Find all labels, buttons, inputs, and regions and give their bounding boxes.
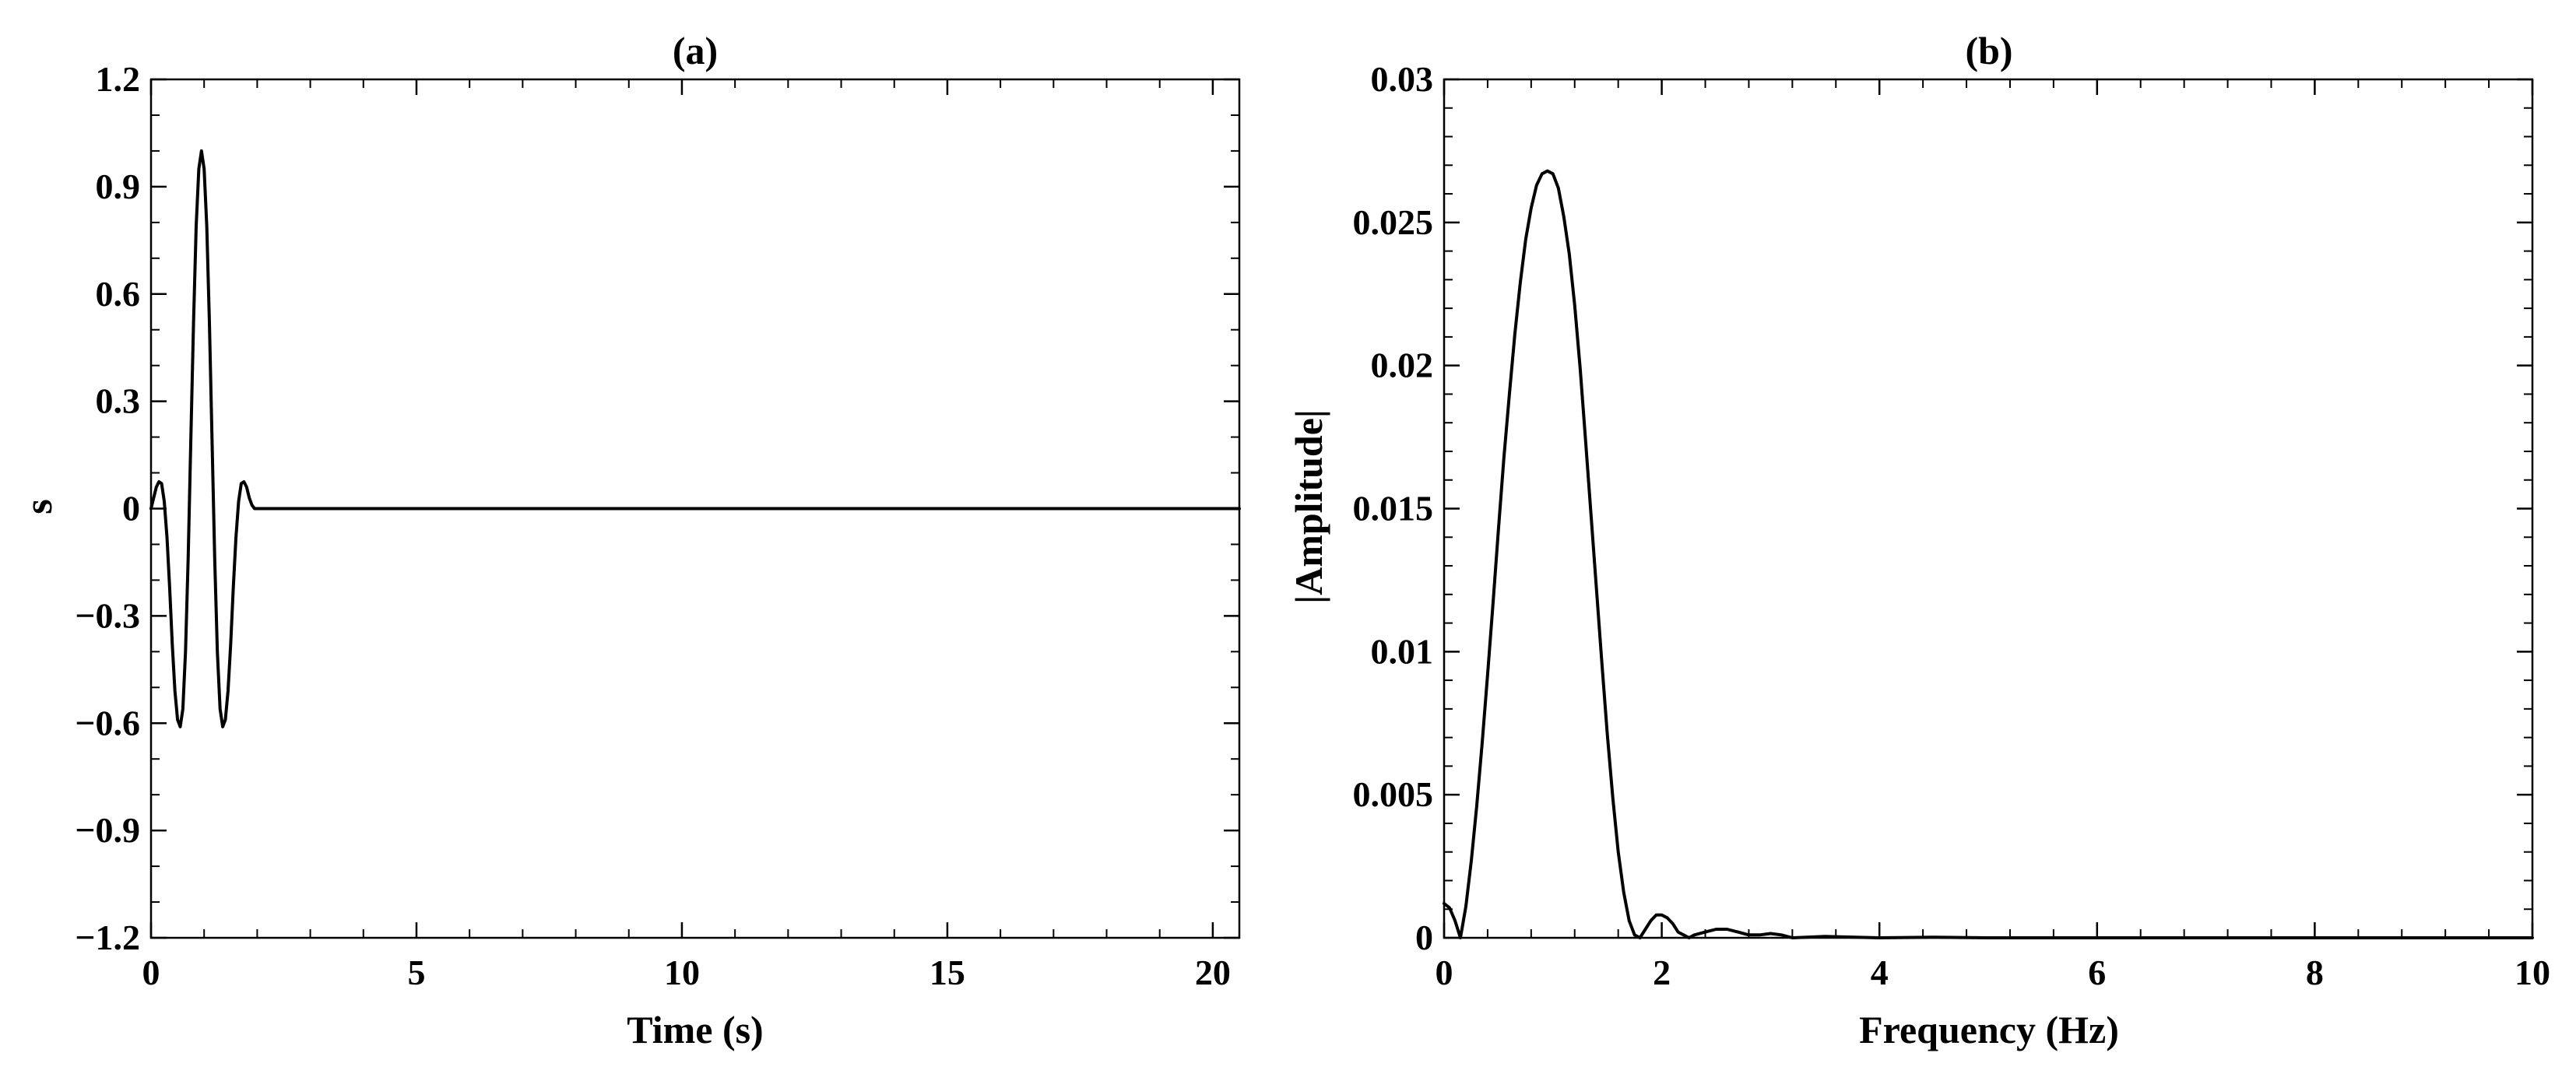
panel-a-ylabel: s (16, 499, 60, 514)
panel-b-xtick-label: 0 (1436, 953, 1453, 992)
panel-b-title: (b) (1965, 29, 2012, 72)
panel-a-ytick-label: 0.6 (96, 274, 141, 314)
panel-a-xtick-label: 5 (407, 953, 425, 992)
panel-b-xtick-label: 2 (1653, 953, 1671, 992)
panel-a-xtick-label: 0 (142, 953, 160, 992)
panel-a-ytick-label: −0.3 (75, 595, 140, 635)
panel-b-xtick-label: 8 (2306, 953, 2324, 992)
panel-b-ytick-label: 0 (1415, 918, 1433, 957)
panel-b-xlabel: Frequency (Hz) (1859, 1008, 2119, 1051)
panel-a-xtick-label: 10 (664, 953, 700, 992)
panel-b: (b) Frequency (Hz) |Amplitude| 0 2 4 6 8 10 0 0… (1287, 29, 2550, 1051)
panel-b-ytick-label: 0.03 (1371, 59, 1434, 99)
panel-b-series-line (1443, 169, 2534, 939)
panel-b-ytick-label: 0.015 (1353, 489, 1434, 528)
panel-b-ytick-label: 0.025 (1353, 202, 1434, 242)
panel-a-ytick-label: 0 (122, 489, 140, 528)
panel-a-series-line (149, 149, 1241, 728)
panel-b-xtick-label: 6 (2088, 953, 2106, 992)
panel-a-ytick-label: 0.3 (96, 381, 141, 421)
panel-b-ytick-label: 0.01 (1371, 631, 1434, 671)
panel-a-xtick-label: 15 (930, 953, 965, 992)
panel-b-xtick-label: 4 (1871, 953, 1889, 992)
panel-a-ytick-label: −0.9 (75, 810, 140, 850)
panel-a: (a) Time (s) s 0 5 10 15 20 −1.2 −0.9 −0.6 −0.3 0… (16, 29, 1241, 1051)
panel-a-title: (a) (673, 29, 718, 72)
panel-a-ytick-label: 1.2 (96, 59, 141, 99)
panel-b-ytick-label: 0.005 (1353, 774, 1434, 814)
panel-a-xtick-label: 20 (1195, 953, 1231, 992)
panel-b-ytick-label: 0.02 (1371, 346, 1434, 385)
panel-b-xtick-label: 10 (2514, 953, 2550, 992)
panel-a-ytick-label: −1.2 (75, 918, 140, 957)
panel-a-ytick-label: −0.6 (75, 703, 140, 742)
panel-b-ylabel: |Amplitude| (1287, 409, 1330, 604)
panel-a-xlabel: Time (s) (627, 1008, 763, 1051)
panel-a-ytick-label: 0.9 (96, 167, 141, 206)
